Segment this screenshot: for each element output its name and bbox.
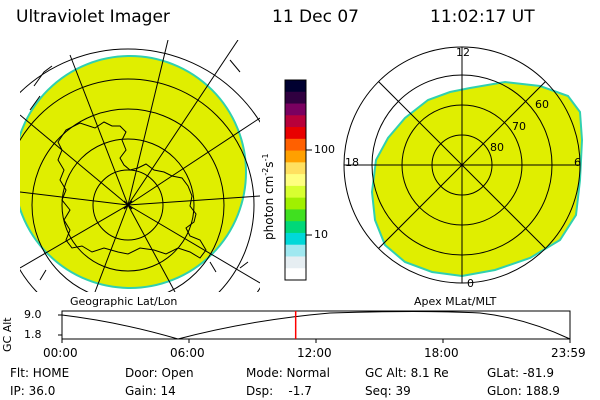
operating-mode: Mode: Normal <box>246 366 330 380</box>
sequence-number: Seq: 39 <box>365 384 411 398</box>
altitude-tick-9: 9.0 <box>24 308 42 321</box>
colorbar-swatch <box>285 185 306 199</box>
geographic-latitude: GLat: -81.9 <box>487 366 554 380</box>
colorbar-swatch <box>285 221 306 234</box>
colorbar-swatch <box>285 256 306 269</box>
magnetic-polar-plot <box>343 46 584 284</box>
colorbar-swatch <box>285 91 306 105</box>
colorbar-unit-label: photon cm-2s-1 <box>261 153 276 240</box>
colorbar-swatch <box>285 268 306 281</box>
colorbar-swatch <box>285 103 306 116</box>
gain-value: Gain: 14 <box>125 384 176 398</box>
time-tick-1800: 18:00 <box>424 346 459 360</box>
south-pole-marker <box>123 200 133 210</box>
time-tick-1200: 12:00 <box>297 346 332 360</box>
colorbar-swatch <box>285 138 306 152</box>
colorbar-swatch <box>285 209 306 222</box>
ip-value: IP: 36.0 <box>10 384 56 398</box>
colorbar-swatch <box>285 127 306 140</box>
colorbar-swatch <box>285 244 306 258</box>
colorbar-swatch <box>285 197 306 211</box>
gc-altitude: GC Alt: 8.1 Re <box>365 366 449 380</box>
mlat-label-60: 60 <box>535 98 549 111</box>
geographic-caption: Geographic Lat/Lon <box>70 295 178 308</box>
mlt-label-18: 18 <box>345 156 359 169</box>
image-date: 11 Dec 07 <box>272 7 359 27</box>
time-tick-0000: 00:00 <box>43 346 78 360</box>
image-time: 11:02:17 UT <box>430 7 535 27</box>
mlat-label-70: 70 <box>512 120 526 133</box>
colorbar-swatch <box>285 162 306 175</box>
altitude-axis-label: GC Alt <box>1 317 14 352</box>
dsp-value: Dsp: -1.7 <box>246 384 312 398</box>
colorbar-tick-100: 100 <box>314 143 335 156</box>
mlt-label-12: 12 <box>456 46 470 59</box>
mlat-label-80: 80 <box>490 141 504 154</box>
instrument-title: Ultraviolet Imager <box>16 7 170 27</box>
time-tick-2359: 23:59 <box>551 346 586 360</box>
colorbar-tick-10: 10 <box>314 228 328 241</box>
geographic-map <box>20 40 260 292</box>
mlt-label-6: 6 <box>574 156 581 169</box>
colorbar-swatch <box>285 232 306 246</box>
flight-mode: Flt: HOME <box>10 366 70 380</box>
geographic-longitude: GLon: 188.9 <box>487 384 560 398</box>
altitude-tick-1_8: 1.8 <box>24 328 42 341</box>
colorbar <box>284 79 312 281</box>
altitude-plot <box>58 310 571 343</box>
colorbar-swatch <box>285 174 306 187</box>
apex-caption: Apex MLat/MLT <box>414 295 497 308</box>
colorbar-swatch <box>285 80 306 93</box>
time-tick-0600: 06:00 <box>170 346 205 360</box>
door-status: Door: Open <box>125 366 194 380</box>
antarctica-coastline <box>57 121 207 259</box>
colorbar-swatch <box>285 150 306 163</box>
colorbar-swatch <box>285 115 306 128</box>
altitude-curve <box>61 311 571 340</box>
mlt-label-0: 0 <box>467 277 474 290</box>
